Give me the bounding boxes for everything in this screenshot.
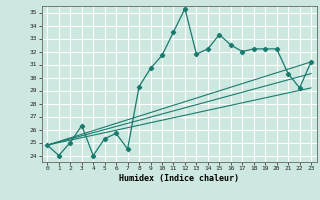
X-axis label: Humidex (Indice chaleur): Humidex (Indice chaleur)	[119, 174, 239, 183]
